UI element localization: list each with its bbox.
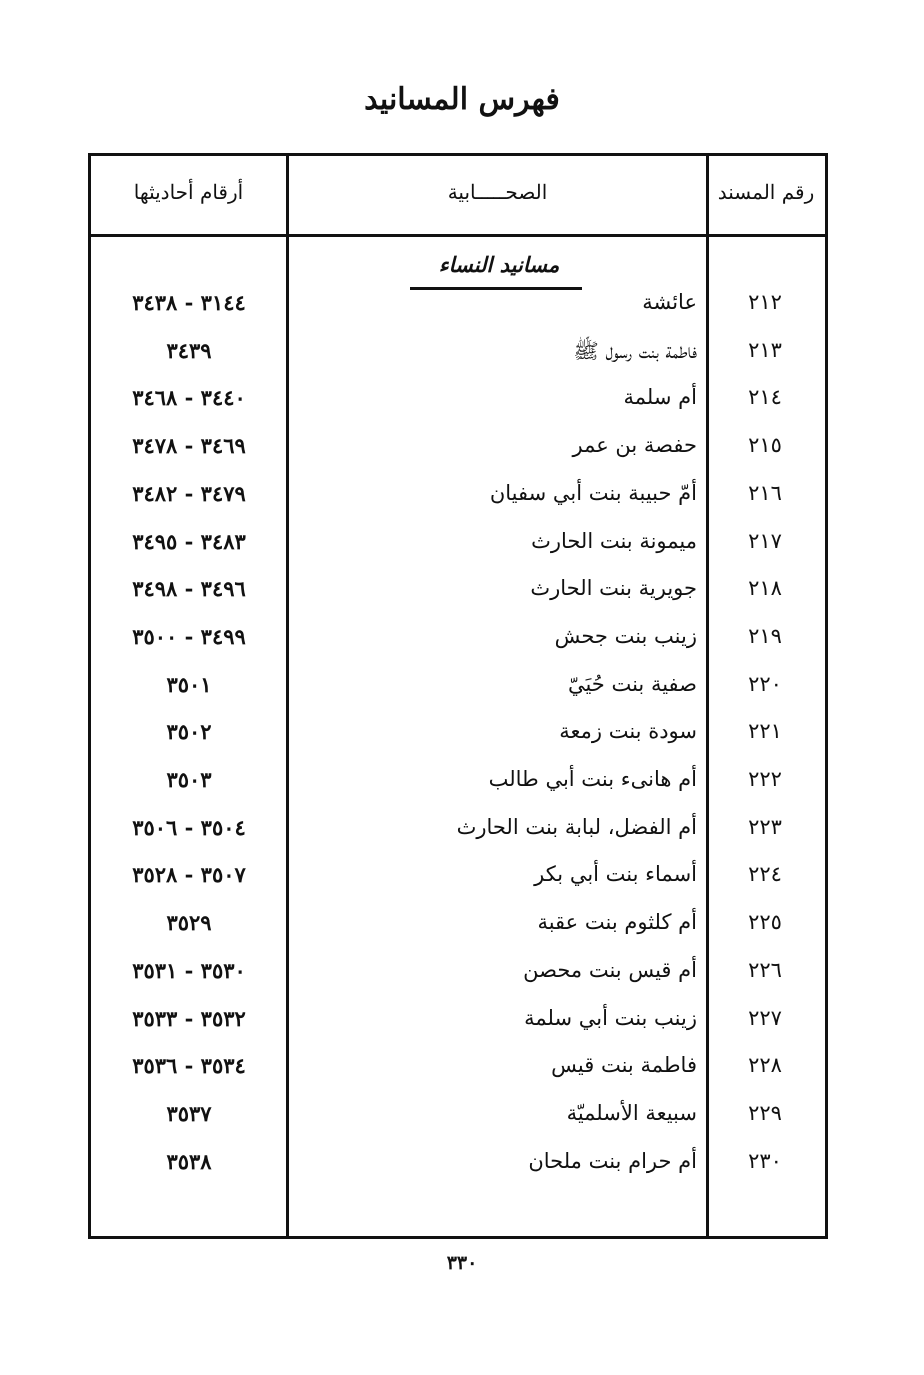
companion-name: زينب بنت جحش <box>554 623 697 648</box>
row-number: ٢٢٧ <box>748 1005 782 1030</box>
table-row: ٢٢٢ أم هانىء بنت أبي طالب ٣٥٠٣ <box>91 767 825 807</box>
table-row: ٢٣٠ أم حرام بنت ملحان ٣٥٣٨ <box>91 1149 825 1189</box>
table-row: ٢١٧ ميمونة بنت الحارث ٣٤٨٣ - ٣٤٩٥ <box>91 529 825 569</box>
hadith-range: ٣٥٣٠ - ٣٥٣١ <box>132 957 246 983</box>
section-heading: مسانيد النساء <box>438 252 560 277</box>
table-row: ٢٢٤ أسماء بنت أبي بكر ٣٥٠٧ - ٣٥٢٨ <box>91 862 825 902</box>
index-table: رقم المسند الصحـــــابية أرقام أحاديثها … <box>88 153 828 1239</box>
row-number: ٢١٩ <box>748 623 782 648</box>
hadith-range: ٣٥٠٤ - ٣٥٠٦ <box>132 814 246 840</box>
row-number: ٢٢٤ <box>748 862 782 887</box>
hadith-range: ٣٥٣٢ - ٣٥٣٣ <box>132 1005 246 1031</box>
row-number: ٢٢٣ <box>748 814 782 839</box>
hadith-range: ٣٤٨٣ - ٣٤٩٥ <box>132 528 246 554</box>
table-row: ٢٢٣ أم الفضل، لبابة بنت الحارث ٣٥٠٤ - ٣٥٠٦ <box>91 815 825 855</box>
page-number: ٣٣٠ <box>446 1252 478 1274</box>
row-number: ٢٢٨ <box>748 1053 782 1078</box>
row-number: ٢١٥ <box>748 433 782 458</box>
row-number: ٢١٣ <box>748 337 782 362</box>
hadith-range: ٣٤٧٩ - ٣٤٨٢ <box>132 480 246 506</box>
hadith-range: ٣٥٠٢ <box>166 719 212 745</box>
row-number: ٢١٨ <box>748 576 782 601</box>
row-number: ٢٣٠ <box>748 1148 782 1173</box>
table-row: ٢٢٦ أم قيس بنت محصن ٣٥٣٠ - ٣٥٣١ <box>91 958 825 998</box>
table-row: ٢١٥ حفصة بن عمر ٣٤٦٩ - ٣٤٧٨ <box>91 433 825 473</box>
row-number: ٢٢٠ <box>748 671 782 696</box>
table-row: ٢٢٧ زينب بنت أبي سلمة ٣٥٣٢ - ٣٥٣٣ <box>91 1006 825 1046</box>
companion-name: زينب بنت أبي سلمة <box>524 1005 697 1030</box>
hadith-range: ٣٥٣٧ <box>166 1100 212 1126</box>
hadith-range: ٣٥٣٨ <box>166 1148 212 1174</box>
hadith-range: ٣٤٣٩ <box>166 337 212 363</box>
companion-name: أمّ حبيبة بنت أبي سفيان <box>489 480 697 505</box>
companion-name: أم هانىء بنت أبي طالب <box>488 767 697 791</box>
companion-name: أم قيس بنت محصن <box>523 957 697 982</box>
companion-name: أم سلمة <box>623 385 697 410</box>
row-number: ٢١٦ <box>748 480 782 505</box>
table-row: ٢١٤ أم سلمة ٣٤٤٠ - ٣٤٦٨ <box>91 385 825 425</box>
row-number: ٢١٢ <box>748 290 782 314</box>
companion-name: حفصة بن عمر <box>572 433 697 458</box>
table-row: ٢١٢ عائشة ٣١٤٤ - ٣٤٣٨ <box>91 290 825 330</box>
hadith-range: ٣٥٣٤ - ٣٥٣٦ <box>132 1053 246 1079</box>
companion-name: أم كلثوم بنت عقبة <box>537 910 697 935</box>
row-number: ٢١٤ <box>748 385 782 410</box>
companion-name: فاطمة بنت رسول ﷺ <box>573 338 697 363</box>
hadith-range: ٣٤٤٠ - ٣٤٦٨ <box>132 385 246 411</box>
row-number: ٢٢٥ <box>748 910 782 935</box>
companion-name: سبيعة الأسلميّة <box>566 1100 697 1125</box>
hadith-range: ٣٤٩٦ - ٣٤٩٨ <box>132 576 246 602</box>
table-row: ٢٢٠ صفية بنت حُيَيّ ٣٥٠١ <box>91 672 825 712</box>
hadith-range: ٣٤٩٩ - ٣٥٠٠ <box>132 623 246 649</box>
hadith-range: ٣٥٠١ <box>166 671 212 697</box>
header-number: رقم المسند <box>717 180 815 204</box>
table-row: ٢٢٥ أم كلثوم بنت عقبة ٣٥٢٩ <box>91 910 825 950</box>
companion-name: أم حرام بنت ملحان <box>528 1148 697 1173</box>
page-title: فهرس المسانيد <box>364 82 560 117</box>
companion-name: عائشة <box>642 290 697 314</box>
header-hadith-numbers: أرقام أحاديثها <box>133 180 244 204</box>
companion-name: أسماء بنت أبي بكر <box>534 862 697 887</box>
table-row: ٢٢٩ سبيعة الأسلميّة ٣٥٣٧ <box>91 1101 825 1141</box>
column-divider <box>286 156 289 1236</box>
row-number: ٢٢٦ <box>748 957 782 982</box>
table-row: ٢٢٨ فاطمة بنت قيس ٣٥٣٤ - ٣٥٣٦ <box>91 1053 825 1093</box>
section-underline <box>410 287 582 290</box>
table-row: ٢١٣ فاطمة بنت رسول ﷺ ٣٤٣٩ <box>91 338 825 378</box>
hadith-range: ٣٥٠٧ - ٣٥٢٨ <box>132 862 246 888</box>
companion-name: فاطمة بنت قيس <box>551 1053 697 1078</box>
row-number: ٢٢٢ <box>748 767 782 791</box>
companion-name: ميمونة بنت الحارث <box>531 528 697 553</box>
row-number: ٢٢٩ <box>748 1100 782 1125</box>
hadith-range: ٣٥٢٩ <box>166 910 212 936</box>
table-row: ٢١٨ جويرية بنت الحارث ٣٤٩٦ - ٣٤٩٨ <box>91 576 825 616</box>
hadith-range: ٣٤٦٩ - ٣٤٧٨ <box>132 433 246 459</box>
companion-name: صفية بنت حُيَيّ <box>567 671 697 696</box>
row-number: ٢٢١ <box>748 719 782 744</box>
hadith-range: ٣١٤٤ - ٣٤٣٨ <box>132 290 246 315</box>
companion-name: جويرية بنت الحارث <box>530 576 697 601</box>
hadith-range: ٣٥٠٣ <box>166 767 212 792</box>
table-row: ٢١٦ أمّ حبيبة بنت أبي سفيان ٣٤٧٩ - ٣٤٨٢ <box>91 481 825 521</box>
header-companion: الصحـــــابية <box>447 180 548 204</box>
column-divider <box>706 156 709 1236</box>
companion-name: أم الفضل، لبابة بنت الحارث <box>456 814 697 839</box>
table-row: ٢١٩ زينب بنت جحش ٣٤٩٩ - ٣٥٠٠ <box>91 624 825 664</box>
row-number: ٢١٧ <box>748 528 782 553</box>
companion-name: سودة بنت زمعة <box>559 719 697 744</box>
header-divider <box>91 234 825 237</box>
table-row: ٢٢١ سودة بنت زمعة ٣٥٠٢ <box>91 719 825 759</box>
